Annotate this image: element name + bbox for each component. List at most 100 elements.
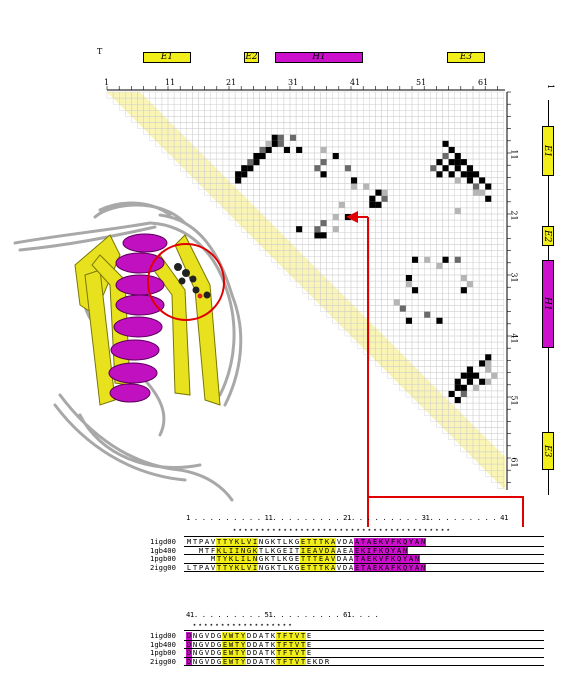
alignment-row: 2igg00 L T P A V T T Y K L V I N G K T L K G E T T T K A V D A E T A E K A… (150, 562, 426, 572)
contact-cell (460, 171, 467, 178)
sse-right-strand-e1: E1 (542, 126, 554, 176)
contact-cell (466, 378, 473, 385)
alignment-row: 1gb400DNGVDGEWTYDDATKTFTVTEDNGVDGEWTYDDA… (150, 639, 312, 649)
contact-cell (442, 140, 449, 147)
top-corner-label: T (97, 47, 103, 56)
contact-cell (454, 256, 461, 263)
sse-right-strand-e2: E2 (542, 226, 554, 246)
alignment-row-name: 2igg00 (150, 562, 176, 572)
contact-cell (399, 305, 406, 312)
contact-cell (320, 146, 327, 153)
alignment-row: 2igg00DNGVDGEWTYDDATKTFTVTEKDRDNGVDGEWTY… (150, 656, 330, 666)
contact-cell (381, 195, 388, 202)
contact-cell (436, 171, 443, 178)
alignment-row-name: 1pgb00 (150, 554, 176, 563)
contact-cell (442, 256, 449, 263)
contact-cell (466, 366, 473, 373)
contact-cell (454, 384, 461, 391)
contact-cell (241, 165, 248, 172)
contact-cell (466, 281, 473, 288)
sse-top-strand-e2: E2 (244, 52, 259, 63)
contact-cell (485, 195, 492, 202)
axis-top-tick-61: 61 (478, 78, 489, 87)
contact-cell (283, 146, 290, 153)
contact-cell (405, 281, 412, 288)
contact-cell (473, 372, 480, 379)
contact-cell (473, 384, 480, 391)
contact-cell (473, 171, 480, 178)
contact-cell (320, 220, 327, 227)
contact-cell (375, 201, 382, 208)
contact-cell (454, 177, 461, 184)
contact-cell (314, 165, 321, 172)
alignment1-ruler: 1 . . . . . . . . . 11. . . . . . . . . … (186, 513, 509, 522)
contact-cell (332, 214, 339, 221)
contact-cell (332, 153, 339, 160)
contact-cell (454, 159, 461, 166)
axis-top-tick-11: 11 (165, 78, 176, 87)
sse-right-helix-h1: H1 (542, 260, 554, 348)
axis-top-tick-1: 1 (104, 78, 110, 87)
contact-cell (436, 317, 443, 324)
contact-cell (412, 256, 419, 263)
alignment-row-name: 1gb400 (150, 639, 176, 649)
contact-cell (479, 360, 486, 367)
contact-grid (106, 91, 504, 489)
contact-cell (265, 140, 272, 147)
contact-cell (296, 146, 303, 153)
contact-cell (405, 275, 412, 282)
alignment-row: 1pgb00DNGVDGEWTYDDATKTFTVTEDNGVDGEWTYDDA… (150, 648, 312, 657)
contact-cell (485, 366, 492, 373)
contact-cell (332, 226, 339, 233)
protein-structure-image (13, 201, 243, 502)
contact-cell (412, 287, 419, 294)
contact-cell (314, 226, 321, 233)
contact-cell (473, 183, 480, 190)
contact-cell (466, 177, 473, 184)
alignment-row-name: 1gb400 (150, 545, 176, 555)
contact-cell (454, 165, 461, 172)
contact-cell (247, 159, 254, 166)
alignment-row-name: 1igd00 (150, 631, 176, 640)
alignment-row: 1igd00DNGVDGVWTYDDATKTFTVTEDNGVDGVWTYDDA… (150, 631, 312, 640)
contact-cell (320, 232, 327, 239)
contact-cell (424, 256, 431, 263)
contact-cell (363, 183, 370, 190)
contact-cell (454, 378, 461, 385)
sse-top-strand-e1: E1 (143, 52, 191, 63)
contact-cell (351, 183, 358, 190)
contact-cell (393, 299, 400, 306)
contact-cell (271, 134, 278, 141)
contact-cell (344, 165, 351, 172)
contact-cell (485, 378, 492, 385)
contact-cell (485, 360, 492, 367)
contact-cell (448, 390, 455, 397)
contact-cell (277, 140, 284, 147)
contact-cell (259, 153, 266, 160)
axis-top-tick-21: 21 (226, 78, 237, 87)
contact-cell (265, 146, 272, 153)
contact-cell (479, 177, 486, 184)
contact-cell (454, 397, 461, 404)
contact-cell (460, 384, 467, 391)
contact-cells (235, 134, 498, 404)
contact-cell (369, 201, 376, 208)
contact-cell (466, 372, 473, 379)
alignment-row-name: 2igg00 (150, 656, 176, 666)
contact-cell (485, 354, 492, 361)
alignment-row-name: 1igd00 (150, 537, 176, 546)
axis-top-tick-31: 31 (288, 78, 299, 87)
contact-cell (253, 153, 260, 160)
contact-cell (460, 390, 467, 397)
contact-cell (241, 171, 248, 178)
sse-top-helix-h1: H1 (275, 52, 363, 63)
contact-cell (442, 165, 449, 172)
contact-cell (491, 372, 498, 379)
contact-cell (247, 165, 254, 172)
contact-cell (277, 134, 284, 141)
diagonal-band (107, 92, 505, 490)
